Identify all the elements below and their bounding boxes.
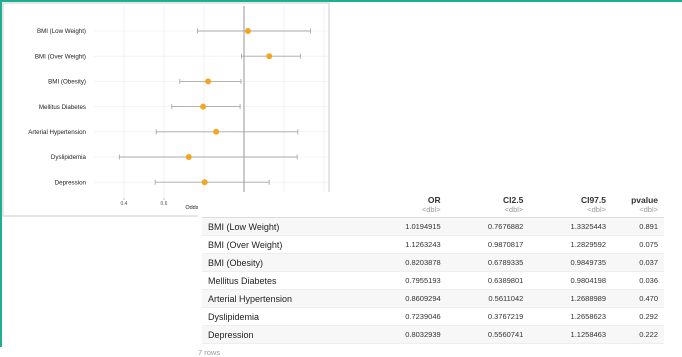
frame-top-border: [0, 0, 682, 2]
label-layer: BMI (Low Weight) BMI (Over Weight) BMI (Ob…: [28, 28, 86, 186]
cell-or: 0.8203878: [364, 253, 447, 272]
x-tick-label: 0.6: [161, 201, 168, 207]
row-label: BMI (Low Weight): [202, 217, 364, 236]
type-row: <dbl> <dbl> <dbl> <dbl>: [202, 205, 664, 218]
point-layer: [185, 28, 273, 186]
table-row: BMI (Obesity) 0.8203878 0.6789335 0.9849…: [202, 253, 664, 272]
cell-ci97-5: 1.2688989: [529, 289, 612, 308]
cell-ci2-5: 0.7676882: [446, 217, 530, 236]
cell-pvalue: 0.036: [612, 271, 664, 290]
y-tick-label: BMI (Low Weight): [37, 28, 86, 35]
cell-ci2-5: 0.9870817: [446, 235, 530, 254]
table-row: Arterial Hypertension 0.8609294 0.561104…: [202, 289, 664, 308]
cell-or: 1.1263243: [364, 235, 447, 254]
cell-pvalue: 0.037: [612, 253, 664, 272]
cell-ci97-5: 1.1258463: [529, 325, 612, 344]
cell-or: 1.0194915: [364, 217, 447, 236]
y-tick-label: Arterial Hypertension: [28, 129, 86, 136]
row-label: Depression: [202, 325, 364, 344]
forest-plot: BMI (Low Weight) BMI (Over Weight) BMI (Ob…: [2, 2, 330, 217]
cell-pvalue: 0.292: [612, 307, 664, 326]
cell-pvalue: 0.075: [612, 235, 664, 254]
y-tick-label: BMI (Obesity): [48, 79, 86, 86]
forest-plot-svg: BMI (Low Weight) BMI (Over Weight) BMI (Ob…: [2, 2, 330, 217]
plot-border: [2, 2, 330, 217]
y-tick-label: Mellitus Diabetes: [39, 104, 86, 111]
cell-ci97-5: 1.2658623: [529, 307, 612, 326]
cell-ci97-5: 1.2829592: [529, 235, 612, 254]
results-table-panel: OR CI2.5 CI97.5 pvalue <dbl> <dbl> <dbl>…: [198, 192, 682, 357]
odds-ratio-point: [244, 28, 251, 34]
cell-ci97-5: 0.9849735: [529, 253, 612, 272]
cell-ci97-5: 1.3325443: [529, 217, 612, 236]
cell-or: 0.8609294: [364, 289, 447, 308]
column-header-pvalue[interactable]: pvalue: [631, 195, 658, 205]
cell-ci97-5: 0.9804198: [529, 271, 612, 290]
row-label: BMI (Over Weight): [202, 235, 364, 254]
header-row: OR CI2.5 CI97.5 pvalue: [202, 192, 664, 205]
odds-ratio-point: [205, 78, 212, 85]
table-row: Dyslipidemia 0.7239046 0.3767219 1.26586…: [202, 307, 664, 326]
table-row: BMI (Low Weight) 1.0194915 0.7676882 1.3…: [202, 217, 664, 236]
table-row: BMI (Over Weight) 1.1263243 0.9870817 1.…: [202, 235, 664, 254]
column-header-ci2-5[interactable]: CI2.5: [502, 195, 524, 205]
column-type-ci2-5: <dbl>: [446, 205, 530, 218]
cell-pvalue: 0.470: [612, 289, 664, 308]
odds-ratio-point: [201, 179, 208, 186]
cell-ci2-5: 0.3767219: [446, 307, 530, 326]
cell-or: 0.7239046: [364, 307, 447, 326]
column-type-or: <dbl>: [364, 205, 447, 218]
cell-or: 0.7955193: [364, 271, 447, 290]
cell-ci2-5: 0.5611042: [446, 289, 530, 308]
row-count: 7 rows: [198, 348, 221, 357]
cell-pvalue: 0.222: [612, 325, 664, 344]
cell-ci2-5: 0.5560741: [446, 325, 530, 344]
results-table: OR CI2.5 CI97.5 pvalue <dbl> <dbl> <dbl>…: [202, 192, 664, 344]
y-tick-label: Dyslipidemia: [51, 154, 87, 161]
row-label: Mellitus Diabetes: [202, 271, 364, 290]
y-tick-label: BMI (Over Weight): [35, 53, 86, 60]
odds-ratio-point: [185, 154, 192, 160]
column-header-or[interactable]: OR: [427, 195, 441, 205]
cell-ci2-5: 0.6789335: [446, 253, 530, 272]
column-header-ci97-5[interactable]: CI97.5: [580, 195, 606, 205]
column-type-name: [202, 205, 364, 218]
table-row: Depression 0.8032939 0.5560741 1.1258463…: [202, 325, 664, 344]
row-label: BMI (Obesity): [202, 253, 364, 272]
column-header-name: [202, 192, 364, 205]
odds-ratio-point: [200, 103, 207, 110]
column-type-pvalue: <dbl>: [612, 205, 664, 218]
x-tick-label: 0.4: [121, 201, 128, 207]
frame-left-border: [0, 0, 2, 347]
odds-ratio-point: [213, 128, 220, 135]
cell-ci2-5: 0.6389801: [446, 271, 530, 290]
row-label: Arterial Hypertension: [202, 289, 364, 308]
cell-or: 0.8032939: [364, 325, 447, 344]
odds-ratio-point: [266, 53, 273, 60]
table-row: Mellitus Diabetes 0.7955193 0.6389801 0.…: [202, 271, 664, 290]
cell-pvalue: 0.891: [612, 217, 664, 236]
column-type-ci97-5: <dbl>: [529, 205, 612, 218]
ci-layer: [118, 28, 311, 185]
y-tick-label: Depression: [55, 179, 87, 186]
row-label: Dyslipidemia: [202, 307, 364, 326]
